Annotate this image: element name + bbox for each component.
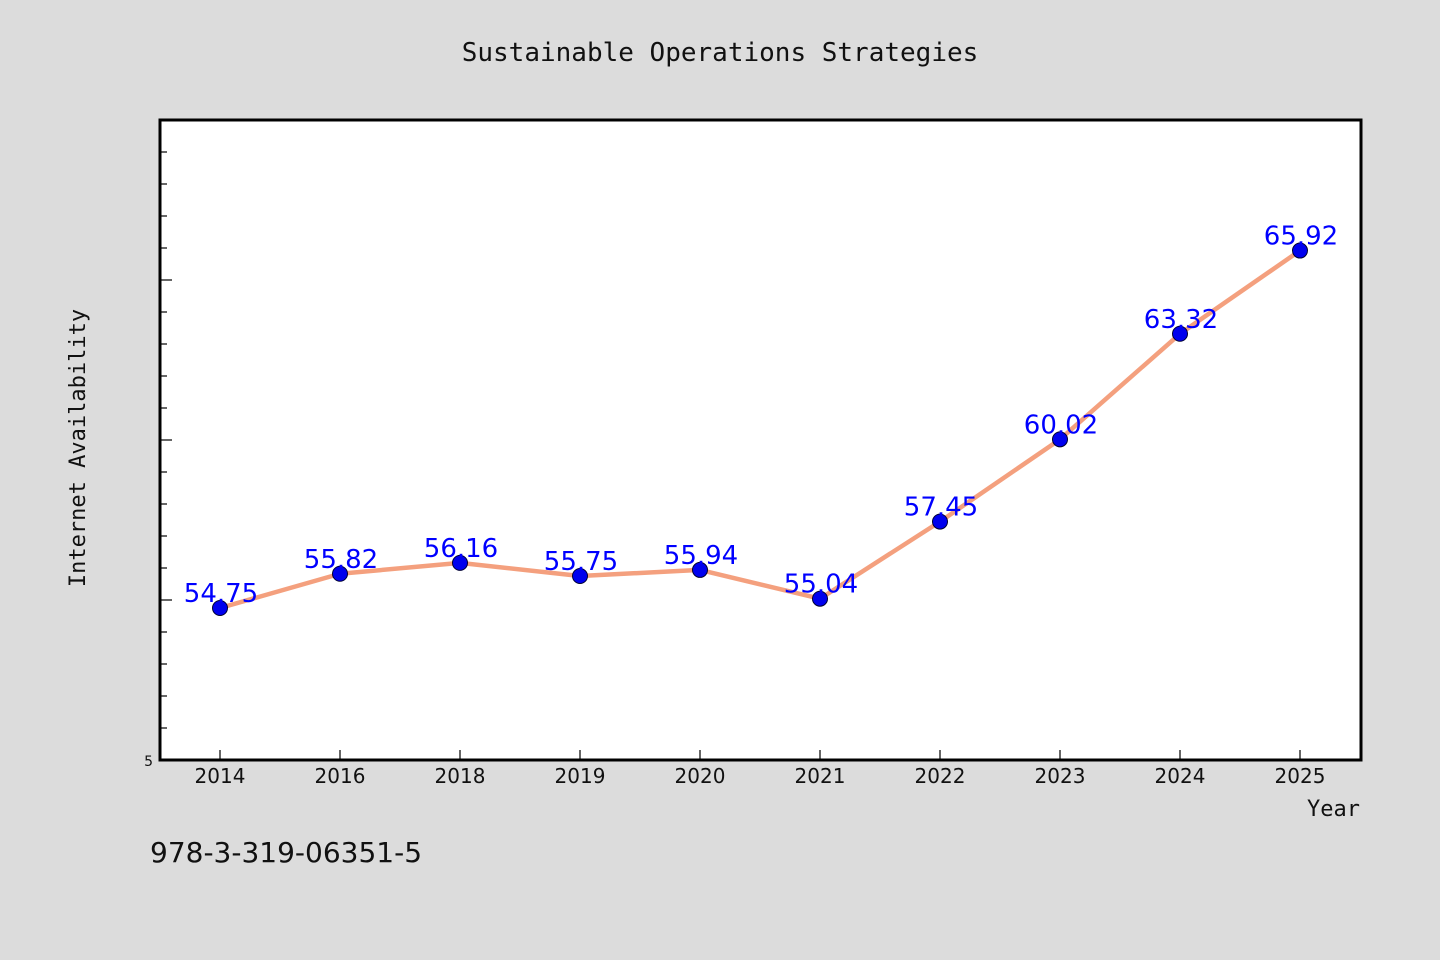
x-axis-ticks [219, 750, 1301, 760]
series-line [217, 248, 1303, 611]
data-point [1052, 431, 1068, 448]
isbn-text: 978-3-319-06351-5 [150, 836, 422, 869]
x-tick-label: 2019 [555, 764, 606, 788]
x-axis-label: Year [1307, 797, 1360, 822]
y-axis-label: Internet Availability [66, 309, 91, 587]
data-point [812, 590, 828, 607]
data-label: 60.02 [1024, 410, 1098, 440]
data-point [1172, 325, 1188, 342]
x-tick-label: 2014 [195, 764, 246, 788]
x-axis-tick-labels: 2014 2016 2018 2019 2020 2021 2022 2023 2024 2025 [195, 764, 1326, 788]
x-tick-label: 2018 [435, 764, 486, 788]
y-axis-ticks [160, 151, 172, 729]
data-label: 54.75 [184, 579, 258, 609]
data-label: 55.75 [544, 547, 618, 577]
data-point [692, 561, 708, 578]
data-label: 57.45 [904, 493, 978, 523]
x-tick-label: 2022 [915, 764, 966, 788]
x-tick-label: 2024 [1155, 764, 1206, 788]
data-point [452, 554, 468, 571]
x-tick-label: 2016 [315, 764, 366, 788]
data-point [932, 513, 948, 530]
data-label: 63.32 [1144, 305, 1218, 335]
data-label: 65.92 [1264, 222, 1338, 252]
x-tick-label: 2025 [1275, 764, 1326, 788]
data-label: 56.16 [424, 534, 498, 564]
series-group [217, 248, 1303, 611]
data-label: 55.82 [304, 545, 378, 575]
data-point [572, 568, 588, 584]
x-tick-label: 2021 [795, 764, 846, 788]
data-labels: 54.75 55.82 56.16 55.75 55.94 55.04 57.45 60.02… [184, 222, 1338, 609]
data-label: 55.04 [784, 570, 858, 600]
x-tick-label: 2020 [675, 764, 726, 788]
data-point [1292, 242, 1308, 259]
data-label: 55.94 [664, 541, 738, 571]
data-points [212, 242, 1308, 616]
chart-title: Sustainable Operations Strategies [462, 38, 979, 68]
data-point [212, 600, 228, 616]
y-tick-label: 5 [144, 754, 153, 770]
plot-area [158, 118, 1363, 762]
x-tick-label: 2023 [1035, 764, 1086, 788]
data-point [332, 565, 348, 582]
